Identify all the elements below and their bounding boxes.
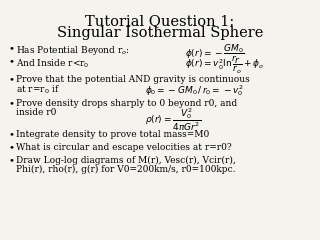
Text: •: •	[8, 99, 14, 108]
Text: $\phi(r) = -\dfrac{GM_0}{r}$: $\phi(r) = -\dfrac{GM_0}{r}$	[185, 43, 245, 64]
Text: Integrate density to prove total mass=M0: Integrate density to prove total mass=M0	[16, 130, 209, 139]
Text: And Inside r<r$_0$: And Inside r<r$_0$	[16, 57, 90, 70]
Text: $\rho(r) = \dfrac{V_0^2}{4\pi G r^2}$: $\rho(r) = \dfrac{V_0^2}{4\pi G r^2}$	[145, 107, 201, 133]
Text: $\phi(r) = v_0^2\ln\dfrac{r}{r_o} + \phi_o$: $\phi(r) = v_0^2\ln\dfrac{r}{r_o} + \phi…	[185, 56, 264, 76]
Text: What is circular and escape velocities at r=r0?: What is circular and escape velocities a…	[16, 143, 232, 152]
Text: Draw Log-log diagrams of M(r), Vesc(r), Vcir(r),: Draw Log-log diagrams of M(r), Vesc(r), …	[16, 156, 236, 165]
Text: Prove that the potential AND gravity is continuous: Prove that the potential AND gravity is …	[16, 75, 250, 84]
Text: •: •	[8, 156, 14, 165]
Text: •: •	[8, 130, 14, 139]
Text: •: •	[8, 57, 14, 66]
Text: •: •	[8, 143, 14, 152]
Text: inside r0: inside r0	[16, 108, 56, 117]
Text: Singular Isothermal Sphere: Singular Isothermal Sphere	[57, 26, 263, 40]
Text: at r=r$_0$ if: at r=r$_0$ if	[16, 84, 60, 96]
Text: •: •	[8, 75, 14, 84]
Text: Prove density drops sharply to 0 beyond r0, and: Prove density drops sharply to 0 beyond …	[16, 99, 237, 108]
Text: Has Potential Beyond r$_o$:: Has Potential Beyond r$_o$:	[16, 44, 130, 57]
Text: Phi(r), rho(r), g(r) for V0=200km/s, r0=100kpc.: Phi(r), rho(r), g(r) for V0=200km/s, r0=…	[16, 165, 236, 174]
Text: Tutorial Question 1:: Tutorial Question 1:	[85, 14, 235, 28]
Text: $\phi_0 = -GM_0\,/\,r_0 = -v_0^2$: $\phi_0 = -GM_0\,/\,r_0 = -v_0^2$	[145, 83, 244, 98]
Text: •: •	[8, 44, 14, 53]
